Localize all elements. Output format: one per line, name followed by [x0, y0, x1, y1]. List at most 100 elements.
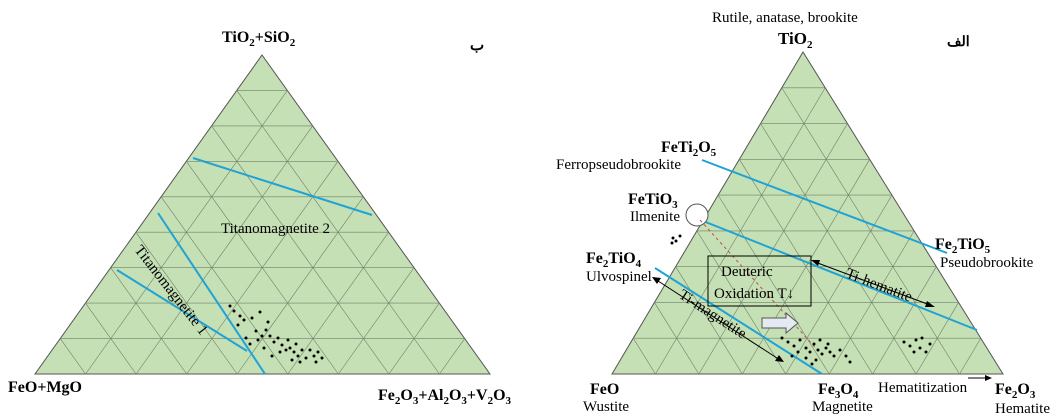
sample-point	[254, 329, 258, 333]
deuteric-label: Deuteric	[721, 264, 773, 280]
sample-point	[280, 343, 284, 347]
sample-point	[262, 346, 266, 350]
sample-point	[278, 350, 282, 354]
ilmenite-circle-marker	[685, 203, 709, 227]
sample-point	[250, 316, 254, 320]
sample-point	[236, 323, 240, 327]
sample-point	[920, 336, 924, 340]
sample-point	[288, 346, 292, 350]
sample-point	[284, 348, 288, 352]
right-apex-top-label: TiO2	[778, 29, 813, 51]
grid-line	[110, 267, 187, 375]
ti-hematite-arrowhead-left	[811, 260, 820, 266]
grid-line	[236, 196, 364, 375]
sample-point	[798, 338, 802, 342]
sample-point	[268, 334, 272, 338]
right-apex-top-minerals: Rutile, anatase, brookite	[712, 10, 858, 26]
oxidation-arrow-icon	[761, 311, 799, 335]
sample-point	[272, 340, 276, 344]
sample-point	[812, 342, 816, 346]
sample-point	[314, 360, 318, 364]
sample-point	[298, 360, 302, 364]
grid-line	[59, 338, 86, 375]
sample-point	[260, 334, 264, 338]
sample-point	[286, 338, 290, 342]
sample-point	[818, 338, 822, 342]
fe3o4-label: Fe3O4	[818, 381, 859, 401]
sample-point	[914, 338, 918, 342]
sample-point	[266, 320, 270, 324]
sample-point	[918, 346, 922, 350]
sample-point	[786, 340, 790, 344]
sample-point	[270, 354, 274, 358]
sample-point	[780, 336, 784, 340]
sample-point	[290, 358, 294, 362]
right-boundary-fe2tio4	[654, 267, 823, 375]
left-sample-points	[228, 304, 324, 364]
sample-point	[294, 342, 298, 346]
sample-point	[292, 350, 296, 354]
sample-point	[820, 352, 824, 356]
sample-point	[826, 342, 830, 346]
left-apex-top-label: TiO2+SiO2	[222, 29, 296, 49]
right-apex-right-mineral: Hematite	[995, 401, 1050, 416]
grid-line	[135, 125, 313, 375]
sample-point	[908, 344, 912, 348]
sample-point	[312, 354, 316, 358]
left-apex-right-label: Fe2O3+Al2O3+V2O3	[378, 387, 512, 407]
sample-point	[810, 362, 814, 366]
sample-point	[928, 342, 932, 346]
fe2tio5-mineral-label: Pseudobrookite	[940, 255, 1034, 271]
grid-line	[338, 267, 415, 375]
sample-point	[790, 354, 794, 358]
sample-point	[792, 344, 796, 348]
sample-point	[242, 318, 246, 322]
sample-point	[671, 236, 675, 240]
sample-point	[824, 346, 828, 350]
left-boundary-1	[192, 157, 373, 216]
grid-line	[781, 87, 960, 375]
right-ternary-diagram: Deuteric Oxidation T↓ Ti-hematite Ti-mag…	[556, 10, 1050, 416]
right-apex-left-mineral: Wustite	[583, 399, 629, 415]
sample-point	[228, 304, 232, 308]
hematitization-arrowhead	[985, 375, 992, 381]
sample-point	[308, 348, 312, 352]
right-sample-points	[670, 234, 932, 366]
hematitization-label: Hematitization	[878, 380, 968, 396]
sample-point	[232, 309, 236, 313]
grid-line	[717, 194, 830, 375]
sample-point	[838, 348, 842, 352]
feti2o5-mineral-label: Ferropseudobrookite	[556, 157, 681, 173]
fetio3-mineral-label: Ilmenite	[630, 209, 680, 225]
sample-point	[238, 314, 242, 318]
sample-point	[258, 310, 262, 314]
ti-magnetite-arrowhead-right	[775, 355, 784, 362]
left-triangle	[34, 54, 491, 375]
sample-point	[814, 358, 818, 362]
fe2tio5-label: Fe2TiO5	[935, 236, 991, 256]
fe2tio4-label: Fe2TiO4	[586, 250, 642, 270]
ti-hematite-arrow	[814, 261, 931, 306]
grid-line	[85, 90, 288, 375]
grid-line	[872, 266, 937, 375]
sample-point	[804, 346, 808, 350]
left-apex-left-label: FeO+MgO	[8, 379, 82, 396]
sample-point	[264, 328, 268, 332]
left-field-label-titanomagnetite-2: Titanomagnetite 2	[221, 221, 330, 237]
ti-hematite-arrowhead-right	[925, 301, 935, 307]
left-boundary-3	[116, 269, 248, 352]
grid-line	[760, 123, 917, 375]
grid-line	[675, 266, 743, 375]
grid-line	[439, 338, 465, 375]
sample-point	[796, 350, 800, 354]
sample-point	[832, 354, 836, 358]
sample-point	[304, 356, 308, 360]
right-grid	[632, 87, 982, 375]
fe2tio4-mineral-label: Ulvospinel	[586, 269, 652, 285]
sample-point	[296, 354, 300, 358]
fe3o4-mineral-label: Magnetite	[812, 399, 873, 415]
right-boundary-feti2o5	[701, 159, 948, 254]
right-marker: الف	[947, 35, 970, 50]
sample-point	[902, 340, 906, 344]
sample-point	[828, 350, 832, 354]
